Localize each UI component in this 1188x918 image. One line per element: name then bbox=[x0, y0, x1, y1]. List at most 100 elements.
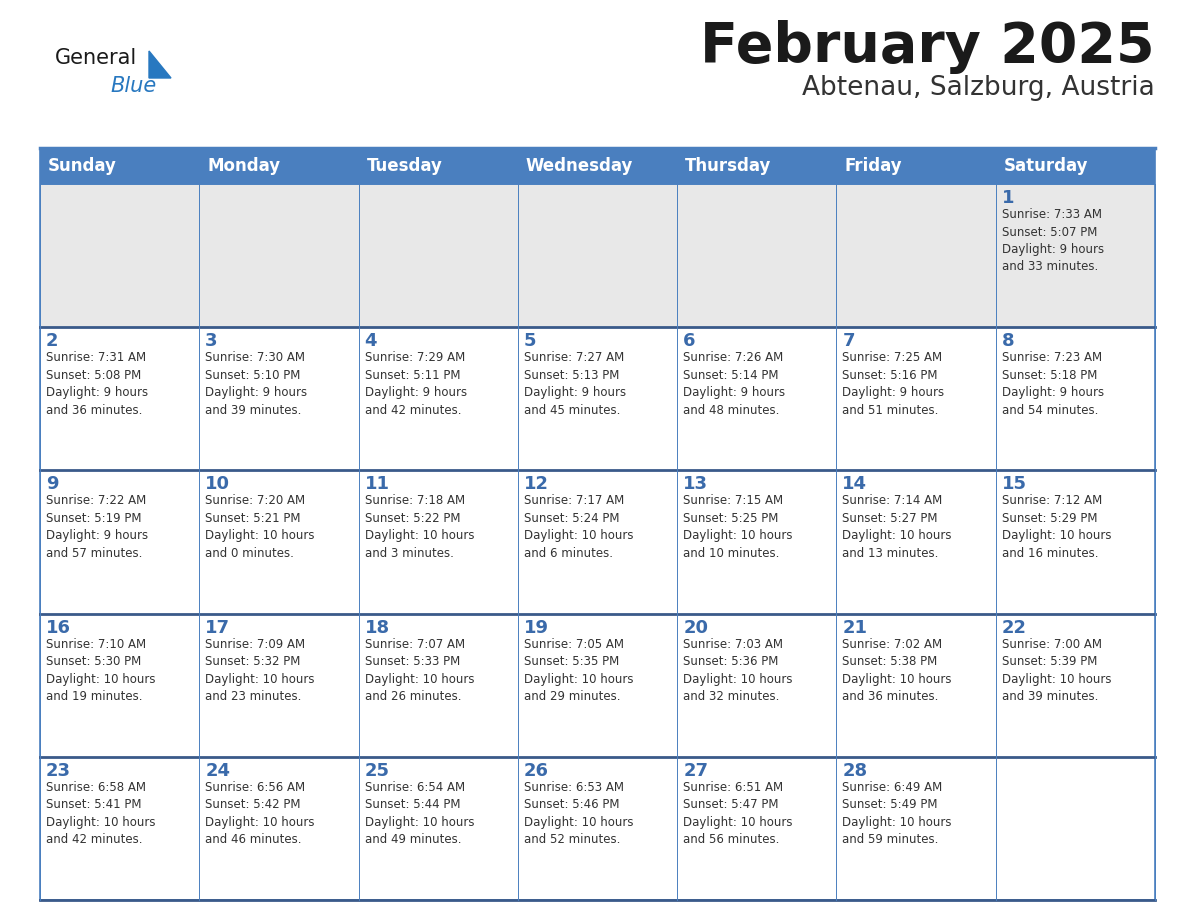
Bar bbox=[996, 184, 1155, 327]
Text: Sunrise: 7:26 AM
Sunset: 5:14 PM
Daylight: 9 hours
and 48 minutes.: Sunrise: 7:26 AM Sunset: 5:14 PM Dayligh… bbox=[683, 352, 785, 417]
Text: Sunrise: 7:10 AM
Sunset: 5:30 PM
Daylight: 10 hours
and 19 minutes.: Sunrise: 7:10 AM Sunset: 5:30 PM Dayligh… bbox=[46, 638, 156, 703]
Bar bbox=[359, 184, 518, 327]
Text: 8: 8 bbox=[1001, 332, 1015, 350]
Text: Sunrise: 7:33 AM
Sunset: 5:07 PM
Daylight: 9 hours
and 33 minutes.: Sunrise: 7:33 AM Sunset: 5:07 PM Dayligh… bbox=[1001, 208, 1104, 274]
Text: Sunrise: 7:15 AM
Sunset: 5:25 PM
Daylight: 10 hours
and 10 minutes.: Sunrise: 7:15 AM Sunset: 5:25 PM Dayligh… bbox=[683, 495, 792, 560]
Text: 23: 23 bbox=[46, 762, 71, 779]
Bar bbox=[518, 184, 677, 327]
Text: 21: 21 bbox=[842, 619, 867, 636]
Text: Wednesday: Wednesday bbox=[526, 157, 633, 175]
Text: Sunrise: 7:02 AM
Sunset: 5:38 PM
Daylight: 10 hours
and 36 minutes.: Sunrise: 7:02 AM Sunset: 5:38 PM Dayligh… bbox=[842, 638, 952, 703]
Bar bbox=[40, 470, 200, 613]
Text: Sunrise: 6:58 AM
Sunset: 5:41 PM
Daylight: 10 hours
and 42 minutes.: Sunrise: 6:58 AM Sunset: 5:41 PM Dayligh… bbox=[46, 781, 156, 846]
Text: 24: 24 bbox=[206, 762, 230, 779]
Text: 19: 19 bbox=[524, 619, 549, 636]
Text: Friday: Friday bbox=[845, 157, 902, 175]
Polygon shape bbox=[148, 51, 171, 78]
Bar bbox=[996, 470, 1155, 613]
Text: 26: 26 bbox=[524, 762, 549, 779]
Text: Sunrise: 7:20 AM
Sunset: 5:21 PM
Daylight: 10 hours
and 0 minutes.: Sunrise: 7:20 AM Sunset: 5:21 PM Dayligh… bbox=[206, 495, 315, 560]
Text: 20: 20 bbox=[683, 619, 708, 636]
Text: 11: 11 bbox=[365, 476, 390, 493]
Text: Sunrise: 6:51 AM
Sunset: 5:47 PM
Daylight: 10 hours
and 56 minutes.: Sunrise: 6:51 AM Sunset: 5:47 PM Dayligh… bbox=[683, 781, 792, 846]
Text: Sunrise: 7:18 AM
Sunset: 5:22 PM
Daylight: 10 hours
and 3 minutes.: Sunrise: 7:18 AM Sunset: 5:22 PM Dayligh… bbox=[365, 495, 474, 560]
Text: Sunrise: 7:22 AM
Sunset: 5:19 PM
Daylight: 9 hours
and 57 minutes.: Sunrise: 7:22 AM Sunset: 5:19 PM Dayligh… bbox=[46, 495, 148, 560]
Bar bbox=[836, 327, 996, 470]
Text: Saturday: Saturday bbox=[1004, 157, 1088, 175]
Text: 4: 4 bbox=[365, 332, 377, 350]
Bar bbox=[200, 613, 359, 756]
Text: 9: 9 bbox=[46, 476, 58, 493]
Bar bbox=[359, 470, 518, 613]
Bar bbox=[359, 613, 518, 756]
Bar bbox=[518, 327, 677, 470]
Text: Sunrise: 6:56 AM
Sunset: 5:42 PM
Daylight: 10 hours
and 46 minutes.: Sunrise: 6:56 AM Sunset: 5:42 PM Dayligh… bbox=[206, 781, 315, 846]
Text: 13: 13 bbox=[683, 476, 708, 493]
Text: 7: 7 bbox=[842, 332, 855, 350]
Bar bbox=[200, 184, 359, 327]
Text: Sunrise: 6:53 AM
Sunset: 5:46 PM
Daylight: 10 hours
and 52 minutes.: Sunrise: 6:53 AM Sunset: 5:46 PM Dayligh… bbox=[524, 781, 633, 846]
Bar bbox=[359, 327, 518, 470]
Text: 22: 22 bbox=[1001, 619, 1026, 636]
Text: Monday: Monday bbox=[207, 157, 280, 175]
Text: Sunrise: 7:12 AM
Sunset: 5:29 PM
Daylight: 10 hours
and 16 minutes.: Sunrise: 7:12 AM Sunset: 5:29 PM Dayligh… bbox=[1001, 495, 1111, 560]
Bar bbox=[836, 613, 996, 756]
Text: 12: 12 bbox=[524, 476, 549, 493]
Text: Sunrise: 6:49 AM
Sunset: 5:49 PM
Daylight: 10 hours
and 59 minutes.: Sunrise: 6:49 AM Sunset: 5:49 PM Dayligh… bbox=[842, 781, 952, 846]
Bar bbox=[518, 756, 677, 900]
Text: Sunrise: 7:29 AM
Sunset: 5:11 PM
Daylight: 9 hours
and 42 minutes.: Sunrise: 7:29 AM Sunset: 5:11 PM Dayligh… bbox=[365, 352, 467, 417]
Text: 18: 18 bbox=[365, 619, 390, 636]
Text: Sunrise: 7:25 AM
Sunset: 5:16 PM
Daylight: 9 hours
and 51 minutes.: Sunrise: 7:25 AM Sunset: 5:16 PM Dayligh… bbox=[842, 352, 944, 417]
Text: 3: 3 bbox=[206, 332, 217, 350]
Bar bbox=[200, 327, 359, 470]
Text: Sunrise: 7:23 AM
Sunset: 5:18 PM
Daylight: 9 hours
and 54 minutes.: Sunrise: 7:23 AM Sunset: 5:18 PM Dayligh… bbox=[1001, 352, 1104, 417]
Text: 2: 2 bbox=[46, 332, 58, 350]
Text: Sunrise: 7:27 AM
Sunset: 5:13 PM
Daylight: 9 hours
and 45 minutes.: Sunrise: 7:27 AM Sunset: 5:13 PM Dayligh… bbox=[524, 352, 626, 417]
Bar bbox=[836, 756, 996, 900]
Bar bbox=[836, 184, 996, 327]
Text: Sunrise: 7:05 AM
Sunset: 5:35 PM
Daylight: 10 hours
and 29 minutes.: Sunrise: 7:05 AM Sunset: 5:35 PM Dayligh… bbox=[524, 638, 633, 703]
Bar bbox=[518, 470, 677, 613]
Bar bbox=[996, 327, 1155, 470]
Text: Sunrise: 7:07 AM
Sunset: 5:33 PM
Daylight: 10 hours
and 26 minutes.: Sunrise: 7:07 AM Sunset: 5:33 PM Dayligh… bbox=[365, 638, 474, 703]
Bar bbox=[518, 613, 677, 756]
Bar bbox=[677, 184, 836, 327]
Text: 6: 6 bbox=[683, 332, 696, 350]
Text: 25: 25 bbox=[365, 762, 390, 779]
Text: Thursday: Thursday bbox=[685, 157, 771, 175]
Text: Sunrise: 7:17 AM
Sunset: 5:24 PM
Daylight: 10 hours
and 6 minutes.: Sunrise: 7:17 AM Sunset: 5:24 PM Dayligh… bbox=[524, 495, 633, 560]
Text: Tuesday: Tuesday bbox=[367, 157, 442, 175]
Bar bbox=[200, 756, 359, 900]
Bar bbox=[677, 470, 836, 613]
Text: February 2025: February 2025 bbox=[701, 20, 1155, 74]
Text: 10: 10 bbox=[206, 476, 230, 493]
Bar bbox=[40, 756, 200, 900]
Bar bbox=[996, 756, 1155, 900]
Text: Sunrise: 6:54 AM
Sunset: 5:44 PM
Daylight: 10 hours
and 49 minutes.: Sunrise: 6:54 AM Sunset: 5:44 PM Dayligh… bbox=[365, 781, 474, 846]
Text: Blue: Blue bbox=[110, 76, 157, 96]
Text: Abtenau, Salzburg, Austria: Abtenau, Salzburg, Austria bbox=[802, 75, 1155, 101]
Text: Sunrise: 7:30 AM
Sunset: 5:10 PM
Daylight: 9 hours
and 39 minutes.: Sunrise: 7:30 AM Sunset: 5:10 PM Dayligh… bbox=[206, 352, 308, 417]
Text: 14: 14 bbox=[842, 476, 867, 493]
Bar bbox=[677, 613, 836, 756]
Bar bbox=[996, 613, 1155, 756]
Bar bbox=[40, 148, 1155, 184]
Text: Sunrise: 7:14 AM
Sunset: 5:27 PM
Daylight: 10 hours
and 13 minutes.: Sunrise: 7:14 AM Sunset: 5:27 PM Dayligh… bbox=[842, 495, 952, 560]
Text: 17: 17 bbox=[206, 619, 230, 636]
Bar bbox=[40, 184, 200, 327]
Bar bbox=[677, 327, 836, 470]
Text: 28: 28 bbox=[842, 762, 867, 779]
Text: Sunrise: 7:00 AM
Sunset: 5:39 PM
Daylight: 10 hours
and 39 minutes.: Sunrise: 7:00 AM Sunset: 5:39 PM Dayligh… bbox=[1001, 638, 1111, 703]
Bar bbox=[677, 756, 836, 900]
Text: Sunrise: 7:09 AM
Sunset: 5:32 PM
Daylight: 10 hours
and 23 minutes.: Sunrise: 7:09 AM Sunset: 5:32 PM Dayligh… bbox=[206, 638, 315, 703]
Text: 5: 5 bbox=[524, 332, 536, 350]
Bar bbox=[359, 756, 518, 900]
Text: 27: 27 bbox=[683, 762, 708, 779]
Text: 16: 16 bbox=[46, 619, 71, 636]
Bar bbox=[836, 470, 996, 613]
Text: General: General bbox=[55, 48, 138, 68]
Text: Sunrise: 7:31 AM
Sunset: 5:08 PM
Daylight: 9 hours
and 36 minutes.: Sunrise: 7:31 AM Sunset: 5:08 PM Dayligh… bbox=[46, 352, 148, 417]
Bar bbox=[200, 470, 359, 613]
Bar bbox=[40, 613, 200, 756]
Text: Sunday: Sunday bbox=[48, 157, 116, 175]
